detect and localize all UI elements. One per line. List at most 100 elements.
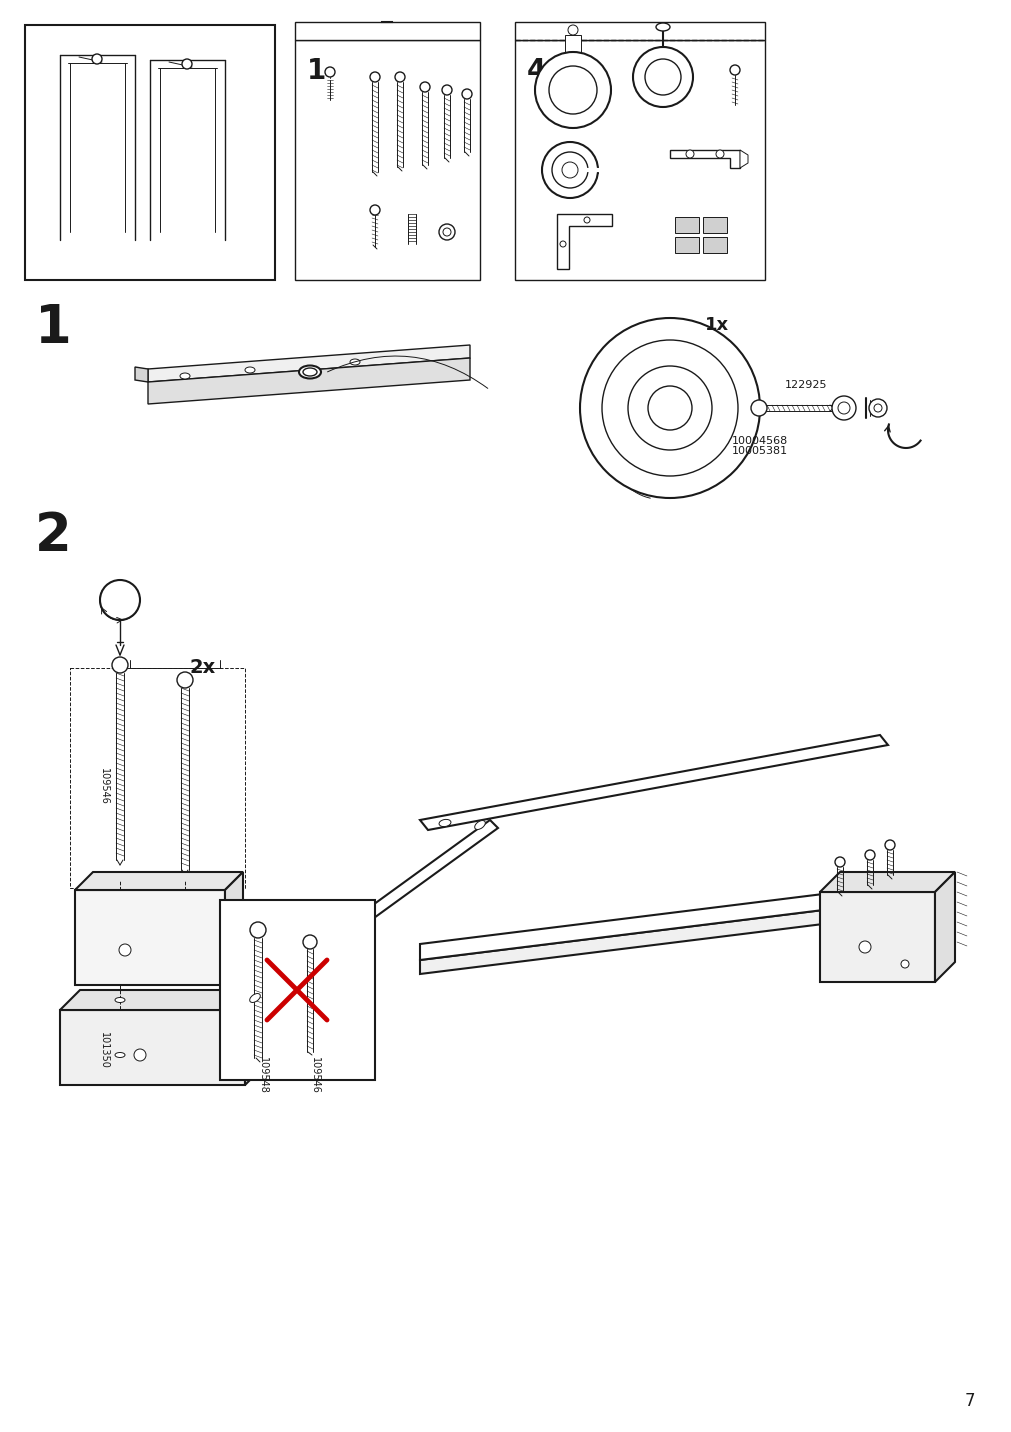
Circle shape	[250, 922, 266, 938]
Circle shape	[548, 66, 596, 115]
Circle shape	[834, 856, 844, 866]
Text: 10005381: 10005381	[731, 445, 788, 455]
Circle shape	[858, 941, 870, 954]
Polygon shape	[934, 872, 954, 982]
Circle shape	[628, 367, 712, 450]
Polygon shape	[75, 872, 243, 891]
Polygon shape	[235, 821, 497, 1012]
Polygon shape	[148, 358, 469, 404]
Circle shape	[874, 404, 882, 412]
Text: 10004568: 10004568	[731, 435, 788, 445]
Text: 122925: 122925	[785, 379, 827, 390]
Bar	[25, 24, 275, 281]
Bar	[674, 238, 699, 253]
Polygon shape	[669, 150, 739, 168]
Polygon shape	[564, 34, 580, 52]
Circle shape	[837, 402, 849, 414]
Polygon shape	[515, 40, 764, 281]
Circle shape	[632, 47, 693, 107]
Circle shape	[583, 218, 589, 223]
Ellipse shape	[180, 372, 190, 379]
Circle shape	[182, 59, 192, 69]
Text: 109546: 109546	[99, 768, 109, 805]
Circle shape	[112, 657, 127, 673]
Bar	[115, 1000, 125, 1055]
Polygon shape	[819, 872, 954, 892]
Text: 2x: 2x	[190, 657, 216, 677]
Circle shape	[535, 52, 611, 127]
Ellipse shape	[439, 819, 451, 826]
Ellipse shape	[115, 1053, 125, 1057]
Circle shape	[729, 64, 739, 74]
Polygon shape	[420, 882, 919, 959]
Circle shape	[685, 150, 694, 158]
Circle shape	[119, 944, 130, 957]
Text: 109546: 109546	[309, 1057, 319, 1094]
Circle shape	[177, 672, 193, 687]
Circle shape	[420, 82, 430, 92]
Circle shape	[462, 89, 471, 99]
Circle shape	[579, 318, 759, 498]
Circle shape	[133, 1050, 146, 1061]
Bar	[219, 899, 375, 1080]
Bar	[703, 238, 726, 253]
Bar	[674, 218, 699, 233]
Circle shape	[644, 59, 680, 95]
Circle shape	[602, 339, 737, 475]
Circle shape	[92, 54, 102, 64]
Text: 4: 4	[527, 57, 546, 84]
Ellipse shape	[245, 367, 255, 372]
Polygon shape	[295, 40, 479, 281]
Text: 109548: 109548	[258, 1057, 268, 1094]
Text: 101350: 101350	[99, 1031, 109, 1068]
Ellipse shape	[302, 368, 316, 377]
Text: 7: 7	[963, 1392, 974, 1411]
Ellipse shape	[298, 365, 320, 378]
Polygon shape	[515, 21, 764, 40]
Text: 1: 1	[35, 302, 72, 354]
Polygon shape	[148, 345, 469, 382]
Circle shape	[567, 24, 577, 34]
Circle shape	[394, 72, 404, 82]
Polygon shape	[60, 990, 265, 1010]
Circle shape	[750, 400, 766, 417]
Circle shape	[647, 387, 692, 430]
Text: 1x: 1x	[705, 316, 728, 334]
Polygon shape	[739, 150, 747, 168]
Polygon shape	[556, 213, 612, 269]
Circle shape	[439, 223, 455, 241]
Circle shape	[900, 959, 908, 968]
Circle shape	[864, 851, 875, 861]
Circle shape	[831, 397, 855, 420]
Polygon shape	[134, 367, 148, 382]
Circle shape	[443, 228, 451, 236]
Ellipse shape	[250, 994, 260, 1002]
Bar	[703, 218, 726, 233]
Text: 1: 1	[306, 57, 326, 84]
Circle shape	[716, 150, 723, 158]
Bar	[70, 667, 245, 888]
Circle shape	[559, 241, 565, 246]
Text: |: |	[329, 70, 332, 79]
Polygon shape	[75, 891, 224, 985]
Polygon shape	[420, 898, 919, 974]
Ellipse shape	[350, 359, 360, 365]
Ellipse shape	[655, 23, 669, 32]
Circle shape	[325, 67, 335, 77]
Circle shape	[542, 142, 598, 198]
Polygon shape	[224, 872, 243, 985]
Circle shape	[885, 841, 894, 851]
Polygon shape	[60, 1010, 245, 1085]
Circle shape	[370, 72, 379, 82]
Circle shape	[868, 400, 886, 417]
Text: 2: 2	[35, 510, 72, 561]
Circle shape	[100, 580, 140, 620]
Circle shape	[370, 205, 379, 215]
Polygon shape	[245, 990, 265, 1085]
Circle shape	[551, 152, 587, 188]
Polygon shape	[295, 21, 479, 40]
Ellipse shape	[474, 821, 485, 829]
Ellipse shape	[115, 998, 125, 1002]
Circle shape	[561, 162, 577, 178]
Circle shape	[302, 935, 316, 949]
